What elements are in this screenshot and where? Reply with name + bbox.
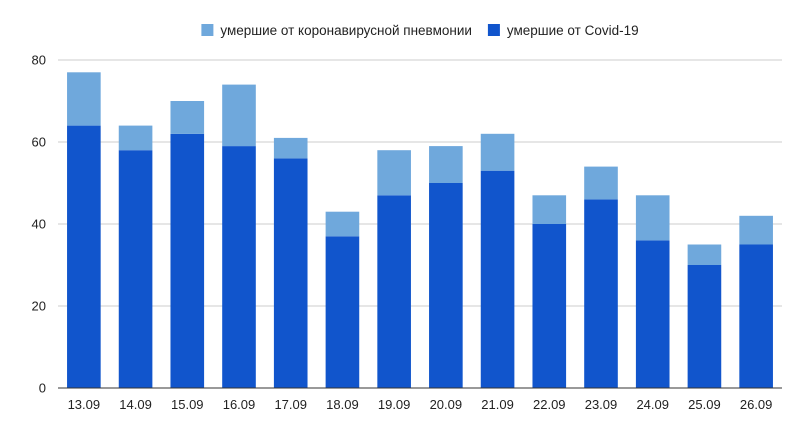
bar-pneumonia-22.09 bbox=[532, 195, 567, 224]
y-tick-label: 60 bbox=[32, 135, 46, 150]
x-tick-label: 25.09 bbox=[688, 397, 721, 412]
gridlines bbox=[58, 59, 782, 307]
legend-swatch bbox=[201, 24, 214, 36]
x-tick-label: 18.09 bbox=[326, 397, 359, 412]
x-tick-label: 15.09 bbox=[171, 397, 204, 412]
bar-pneumonia-25.09 bbox=[687, 244, 722, 265]
bar-covid-25.09 bbox=[687, 265, 722, 388]
bar-covid-17.09 bbox=[273, 158, 308, 388]
bar-covid-20.09 bbox=[429, 183, 463, 388]
x-tick-label: 21.09 bbox=[481, 397, 514, 412]
bar-covid-14.09 bbox=[118, 150, 153, 388]
bar-pneumonia-21.09 bbox=[480, 133, 515, 171]
x-tick-label: 14.09 bbox=[119, 397, 152, 412]
bar-covid-19.09 bbox=[377, 195, 411, 388]
x-tick-label: 26.09 bbox=[740, 397, 773, 412]
bar-pneumonia-20.09 bbox=[429, 146, 463, 183]
bar-covid-13.09 bbox=[67, 125, 101, 388]
bar-pneumonia-18.09 bbox=[325, 211, 360, 237]
bar-covid-22.09 bbox=[532, 224, 567, 388]
y-tick-label: 80 bbox=[32, 53, 46, 68]
bar-pneumonia-26.09 bbox=[739, 215, 773, 245]
bar-covid-24.09 bbox=[635, 240, 670, 388]
bar-covid-23.09 bbox=[584, 199, 618, 388]
bar-covid-15.09 bbox=[170, 133, 205, 388]
legend-swatch bbox=[487, 24, 500, 36]
bar-pneumonia-16.09 bbox=[222, 84, 256, 147]
bar-covid-26.09 bbox=[739, 244, 773, 388]
x-axis-tick-labels: 13.09 14.09 15.09 16.09 17.09 18.09 19.09 20.09… bbox=[68, 397, 773, 412]
bar-pneumonia-17.09 bbox=[273, 137, 308, 159]
y-tick-label: 40 bbox=[32, 217, 46, 232]
x-tick-label: 13.09 bbox=[68, 397, 101, 412]
y-axis-tick-labels: 0 20 40 60 80 bbox=[32, 53, 46, 396]
y-tick-label: 0 bbox=[39, 381, 46, 396]
bar-pneumonia-14.09 bbox=[118, 125, 153, 151]
y-tick-label: 20 bbox=[32, 299, 46, 314]
x-tick-label: 22.09 bbox=[533, 397, 566, 412]
bar-covid-18.09 bbox=[325, 236, 360, 388]
x-tick-label: 20.09 bbox=[430, 397, 463, 412]
bar-covid-16.09 bbox=[222, 146, 256, 388]
legend-label: умершие от Covid-19 bbox=[507, 23, 639, 38]
legend-label: умершие от коронавирусной пневмонии bbox=[220, 23, 472, 38]
x-tick-label: 16.09 bbox=[223, 397, 256, 412]
x-tick-label: 17.09 bbox=[274, 397, 307, 412]
bar-pneumonia-24.09 bbox=[635, 195, 670, 241]
legend: умершие от коронавирусной пневмонии умерш… bbox=[201, 23, 639, 38]
bar-covid-21.09 bbox=[480, 170, 515, 388]
x-tick-label: 23.09 bbox=[585, 397, 618, 412]
bars bbox=[67, 72, 773, 388]
bar-pneumonia-13.09 bbox=[67, 72, 101, 126]
x-tick-label: 24.09 bbox=[636, 397, 669, 412]
x-tick-label: 19.09 bbox=[378, 397, 411, 412]
bar-pneumonia-15.09 bbox=[170, 101, 205, 134]
bar-pneumonia-23.09 bbox=[584, 166, 618, 200]
bar-pneumonia-19.09 bbox=[377, 150, 411, 196]
